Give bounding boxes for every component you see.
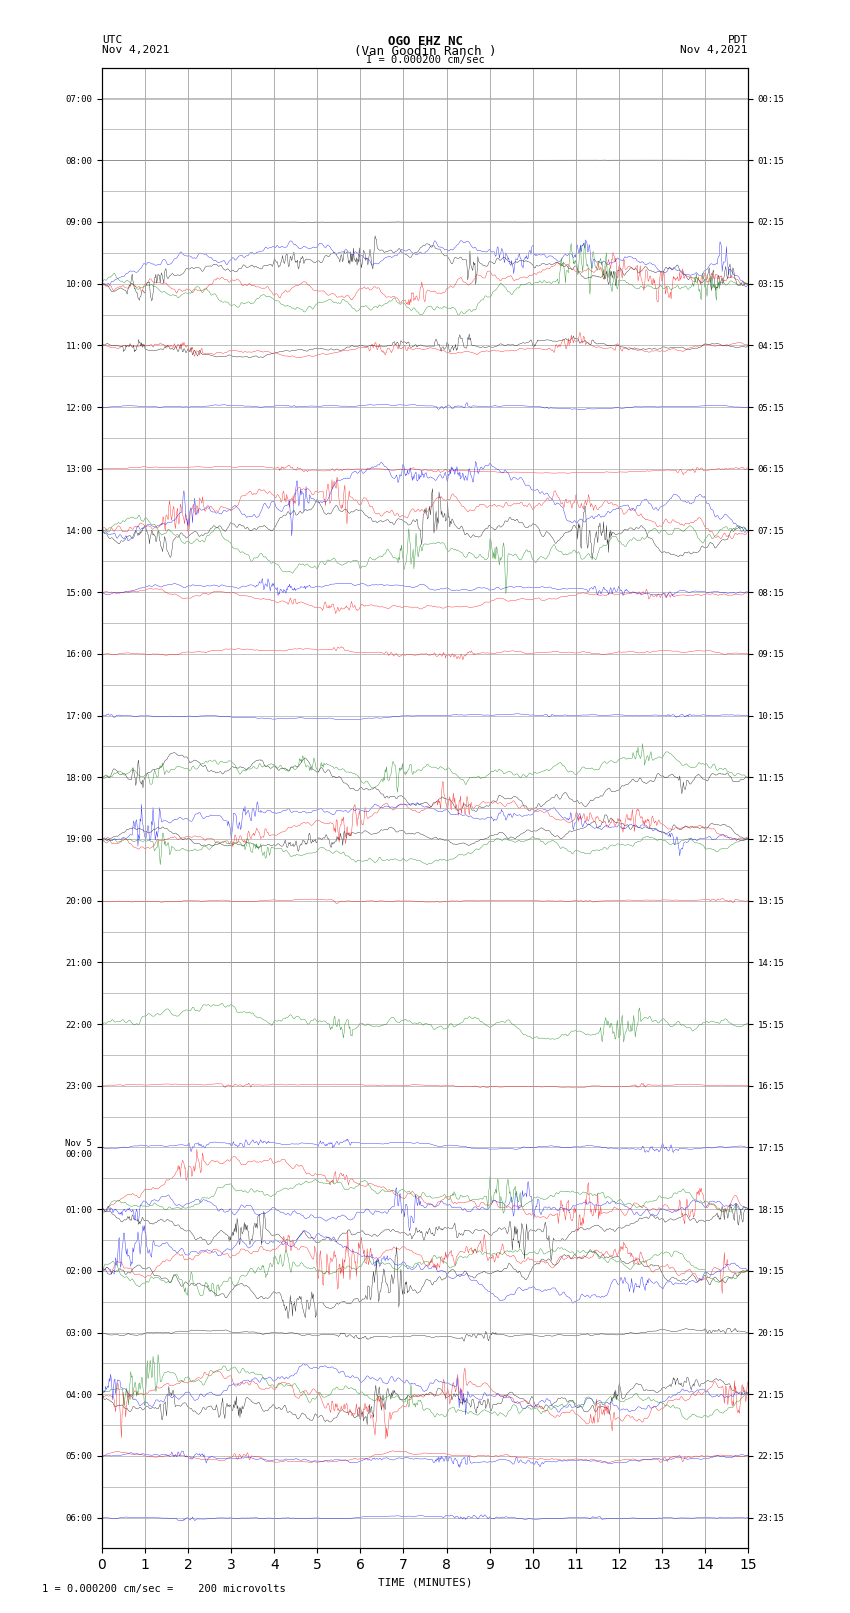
Text: 1 = 0.000200 cm/sec =    200 microvolts: 1 = 0.000200 cm/sec = 200 microvolts [42, 1584, 286, 1594]
Text: (Van Goodin Ranch ): (Van Goodin Ranch ) [354, 45, 496, 58]
Text: Nov 4,2021: Nov 4,2021 [681, 45, 748, 55]
X-axis label: TIME (MINUTES): TIME (MINUTES) [377, 1578, 473, 1587]
Text: Nov 4,2021: Nov 4,2021 [102, 45, 169, 55]
Text: UTC: UTC [102, 35, 122, 45]
Text: I = 0.000200 cm/sec: I = 0.000200 cm/sec [366, 55, 484, 65]
Text: OGO EHZ NC: OGO EHZ NC [388, 35, 462, 48]
Text: PDT: PDT [728, 35, 748, 45]
